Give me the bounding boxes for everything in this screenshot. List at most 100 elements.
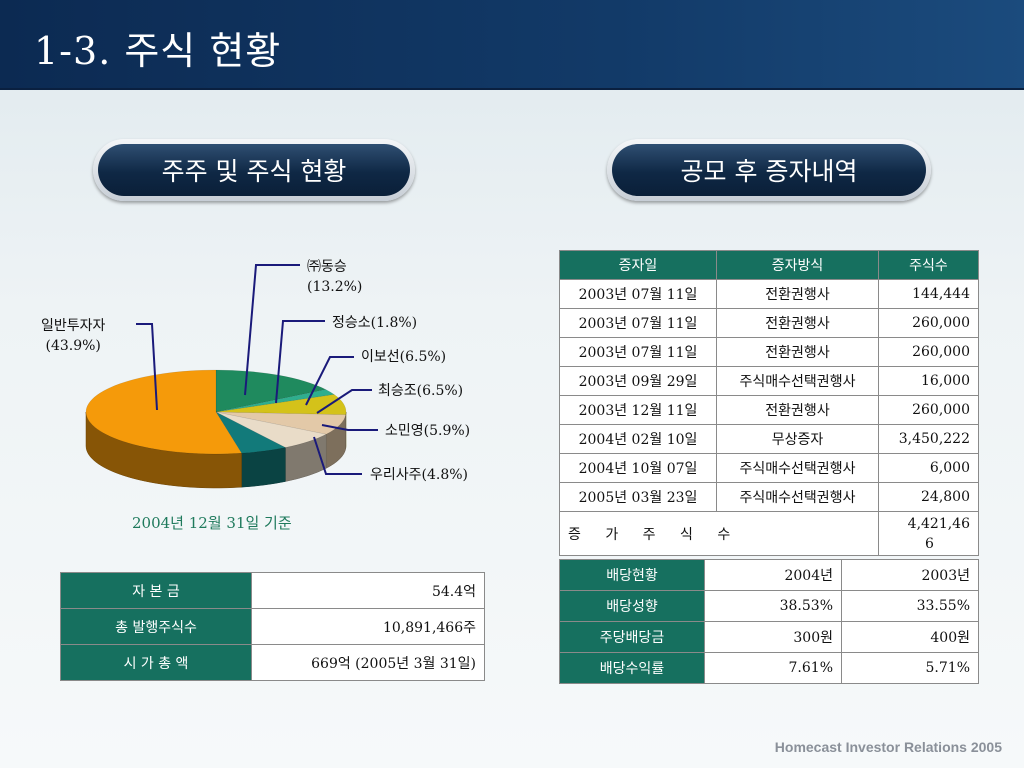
cell-method: 주식매수선택권행사	[716, 453, 879, 483]
pie-label-general-name: 일반투자자	[41, 318, 106, 334]
pie-slice-정승소	[215, 389, 335, 413]
pie-slice-일반투자자	[85, 369, 242, 455]
dividend-label: 배당수익률	[559, 652, 705, 684]
section-title-shareholders: 주주 및 주식 현황	[93, 139, 415, 201]
cell-method: 전환권행사	[716, 279, 879, 309]
dividend-2003: 400원	[841, 621, 979, 653]
basis-date: 2004년 12월 31일 기준	[132, 514, 292, 532]
total-row: 증 가 주 식 수 4,421,46 6	[559, 511, 979, 556]
cell-shares: 3,450,222	[878, 424, 979, 454]
cell-date: 2004년 10월 07일	[559, 453, 717, 483]
table-row: 2003년 12월 11일 전환권행사 260,000	[559, 395, 979, 425]
total-value: 4,421,46 6	[878, 511, 979, 556]
pie-label-so: 소민영(5.9%)	[385, 423, 471, 439]
pie-chart-leader-lines	[136, 264, 378, 475]
cell-method: 무상증자	[716, 424, 879, 454]
cell-shares: 260,000	[878, 395, 979, 425]
table-row: 2005년 03월 23일 주식매수선택권행사 24,800	[559, 482, 979, 512]
pie-slice-소민영	[215, 411, 327, 448]
table-row: 주당배당금 300원 400원	[559, 621, 979, 653]
pie-slice-우리사주	[215, 411, 287, 454]
pie-slice-이보선	[215, 394, 347, 415]
cell-shares: 16,000	[878, 366, 979, 396]
total-value-line1: 4,421,46	[907, 515, 970, 532]
pie-label-dongseung: ㈜동승 (13.2%)	[307, 257, 362, 297]
cell-shares: 6,000	[878, 453, 979, 483]
dividend-2003: 2003년	[841, 559, 979, 591]
table-row: 2004년 02월 10일 무상증자 3,450,222	[559, 424, 979, 454]
section-title-shareholders-label: 주주 및 주식 현황	[98, 144, 410, 196]
cell-date: 2003년 07월 11일	[559, 308, 717, 338]
total-label: 증 가 주 식 수	[559, 511, 879, 556]
table-row: 총 발행주식수 10,891,466주	[60, 608, 485, 645]
dividend-2004: 2004년	[704, 559, 842, 591]
total-value-line2: 6	[925, 535, 934, 552]
pie-label-lee: 이보선(6.5%)	[361, 349, 447, 365]
pie-label-general: 일반투자자 (43.9%)	[41, 316, 105, 356]
table-row: 배당수익률 7.61% 5.71%	[559, 652, 979, 684]
section-title-capital-increase: 공모 후 증자내역	[607, 139, 931, 201]
pie-label-dongseung-pct: (13.2%)	[307, 279, 363, 295]
cell-method: 주식매수선택권행사	[716, 366, 879, 396]
title-bar: 1-3. 주식 현황	[0, 0, 1024, 90]
capital-table: 자 본 금 54.4억 총 발행주식수 10,891,466주 시 가 총 액 …	[60, 572, 485, 681]
cell-date: 2003년 12월 11일	[559, 395, 717, 425]
column-header: 증자방식	[716, 250, 879, 280]
pie-label-jeong: 정승소(1.8%)	[332, 315, 418, 331]
capital-value: 10,891,466주	[251, 608, 485, 645]
cell-date: 2003년 09월 29일	[559, 366, 717, 396]
column-header: 주식수	[878, 250, 979, 280]
table-row: 시 가 총 액 669억 (2005년 3월 31일)	[60, 644, 485, 681]
section-title-capital-increase-label: 공모 후 증자내역	[612, 144, 926, 196]
table-row: 자 본 금 54.4억	[60, 572, 485, 609]
dividend-2003: 33.55%	[841, 590, 979, 622]
pie-chart-slices	[85, 369, 347, 455]
pie-label-dongseung-name: ㈜동승	[307, 259, 347, 275]
capital-increase-table: 증자일 증자방식 주식수 2003년 07월 11일 전환권행사 144,444 2…	[559, 250, 979, 556]
cell-method: 전환권행사	[716, 308, 879, 338]
table-row: 2003년 07월 11일 전환권행사 144,444	[559, 279, 979, 309]
cell-method: 전환권행사	[716, 337, 879, 367]
leader-line-lee	[305, 356, 354, 406]
dividend-label: 배당성향	[559, 590, 705, 622]
pie-slice-최승조	[215, 411, 347, 435]
page-title: 1-3. 주식 현황	[34, 29, 282, 73]
pie-label-woori: 우리사주(4.8%)	[370, 467, 469, 483]
cell-shares: 144,444	[878, 279, 979, 309]
cell-date: 2003년 07월 11일	[559, 279, 717, 309]
capital-label: 자 본 금	[60, 572, 252, 609]
leader-line-general	[136, 323, 158, 411]
dividend-2004: 7.61%	[704, 652, 842, 684]
dividend-2004: 300원	[704, 621, 842, 653]
leader-line-choi	[316, 389, 372, 414]
column-header: 증자일	[559, 250, 717, 280]
capital-label: 시 가 총 액	[60, 644, 252, 681]
leader-line-woori	[313, 436, 362, 475]
capital-value: 54.4억	[251, 572, 485, 609]
cell-shares: 24,800	[878, 482, 979, 512]
cell-date: 2003년 07월 11일	[559, 337, 717, 367]
cell-method: 주식매수선택권행사	[716, 482, 879, 512]
cell-date: 2004년 02월 10일	[559, 424, 717, 454]
cell-date: 2005년 03월 23일	[559, 482, 717, 512]
leader-line-jeong	[275, 320, 325, 404]
leader-line-so	[321, 424, 378, 431]
dividend-label: 주당배당금	[559, 621, 705, 653]
cell-method: 전환권행사	[716, 395, 879, 425]
pie-side-우리사주	[241, 447, 286, 488]
dividend-table: 배당현황 2004년 2003년 배당성향 38.53% 33.55% 주당배당금 300…	[559, 559, 979, 684]
pie-label-choi: 최승조(6.5%)	[378, 383, 464, 399]
table-row: 2003년 09월 29일 주식매수선택권행사 16,000	[559, 366, 979, 396]
capital-value: 669억 (2005년 3월 31일)	[251, 644, 485, 681]
cell-shares: 260,000	[878, 308, 979, 338]
dividend-label: 배당현황	[559, 559, 705, 591]
footer-text: Homecast Investor Relations 2005	[774, 739, 1002, 755]
pie-label-general-pct: (43.9%)	[45, 338, 101, 354]
dividend-2004: 38.53%	[704, 590, 842, 622]
table-header-row: 증자일 증자방식 주식수	[559, 250, 979, 280]
table-row: 2003년 07월 11일 전환권행사 260,000	[559, 308, 979, 338]
table-row: 배당현황 2004년 2003년	[559, 559, 979, 591]
table-row: 2003년 07월 11일 전환권행사 260,000	[559, 337, 979, 367]
capital-label: 총 발행주식수	[60, 608, 252, 645]
